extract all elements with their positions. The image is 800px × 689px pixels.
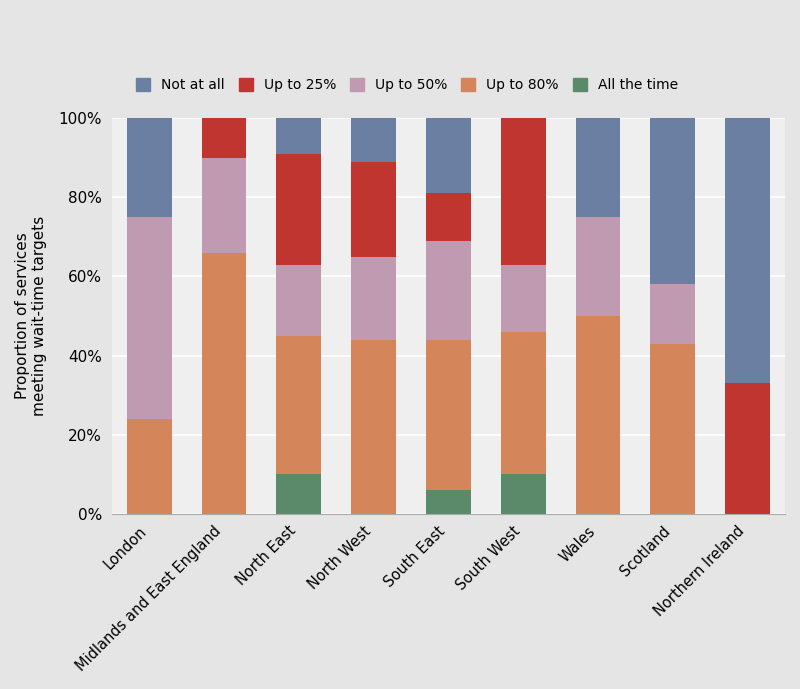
Bar — [351, 340, 396, 514]
Bar — [202, 158, 246, 253]
Bar — [276, 336, 321, 474]
Bar — [426, 119, 471, 194]
Y-axis label: Proportion of services
meeting wait-time targets: Proportion of services meeting wait-time… — [15, 216, 47, 416]
Bar — [650, 344, 695, 514]
Bar — [202, 253, 246, 514]
Bar — [426, 241, 471, 340]
Bar — [650, 119, 695, 285]
Bar — [575, 316, 621, 514]
Bar — [575, 217, 621, 316]
Bar — [426, 194, 471, 241]
Bar — [126, 419, 171, 514]
Bar — [276, 154, 321, 265]
Bar — [725, 383, 770, 514]
Bar — [501, 474, 546, 514]
Bar — [276, 265, 321, 336]
Bar — [575, 119, 621, 217]
Bar — [725, 119, 770, 383]
Bar — [351, 119, 396, 162]
Bar — [126, 119, 171, 217]
Bar — [426, 490, 471, 514]
Bar — [650, 285, 695, 344]
Bar — [202, 119, 246, 158]
Bar — [276, 474, 321, 514]
Bar — [351, 162, 396, 257]
Bar — [351, 257, 396, 340]
Bar — [501, 265, 546, 332]
Bar — [426, 340, 471, 490]
Bar — [126, 217, 171, 419]
Legend: Not at all, Up to 25%, Up to 50%, Up to 80%, All the time: Not at all, Up to 25%, Up to 50%, Up to … — [132, 74, 682, 96]
Bar — [276, 119, 321, 154]
Bar — [501, 332, 546, 474]
Bar — [501, 119, 546, 265]
